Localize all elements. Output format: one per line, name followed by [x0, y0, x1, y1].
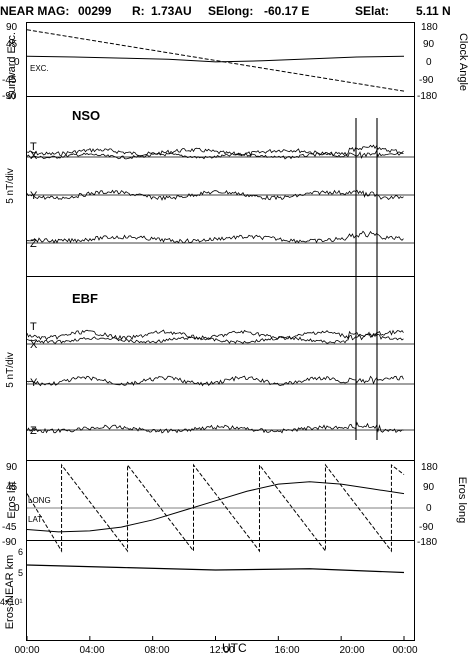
ebf-ylabel: 5 nT/div	[5, 352, 16, 388]
exc-ytick-90: 90	[6, 22, 18, 33]
exc-ytick-right-m180: -180	[417, 91, 437, 102]
ebf-trace-y	[26, 375, 404, 387]
exc-ytick-m45: -45	[2, 75, 17, 86]
eros-ytick-m45: -45	[2, 522, 17, 533]
x-tick-5: 20:00	[339, 645, 364, 656]
eros-lat-ylabel: Eros lat	[6, 481, 18, 518]
nso-traces-group	[26, 144, 404, 244]
mission-label: NEAR MAG:	[0, 4, 69, 18]
eros-long-ylabel: Eros long	[456, 477, 468, 523]
eros-ytick-right-180: 180	[421, 462, 438, 473]
panel-frame-distance	[26, 540, 415, 641]
x-tick-1: 04:00	[79, 645, 104, 656]
x-tick-3: 12:00	[209, 645, 234, 656]
ebf-trace-x	[26, 333, 404, 344]
exc-ylabel: Sunward Exc.	[6, 32, 18, 100]
eros-series-long	[26, 463, 405, 553]
exc-ytick-right-0: 0	[426, 57, 432, 68]
distance-series-0	[26, 564, 405, 574]
eros-series-lat	[26, 481, 405, 533]
nso-ylabel: 5 nT/div	[5, 168, 16, 204]
ebf-label-z: Z	[30, 425, 37, 437]
selat-value: 5.11 N	[416, 4, 451, 18]
eros-ytick-90: 90	[6, 462, 18, 473]
panel-frames	[26, 22, 415, 641]
ebf-trace-z	[26, 421, 404, 434]
eros-axis: 90 45 0 -45 -90 180 90 0 -90 -180 LONG L…	[2, 462, 468, 548]
nso-label-x: X	[30, 150, 38, 162]
baseline-group	[27, 156, 414, 509]
x-axis: 00:00 04:00 08:00 12:00 16:00 20:00 00:0…	[14, 645, 417, 656]
r-value: 1.73AU	[151, 4, 192, 18]
exc-axis: 90 45 0 -45 -90 180 90 0 -90 -180 EXC. S…	[2, 22, 469, 102]
eros-ytick-right-m90: -90	[419, 522, 434, 533]
exc-ytick-right-m90: -90	[419, 75, 434, 86]
exc-ytick-m90: -90	[2, 91, 17, 102]
x-tick-2: 08:00	[144, 645, 169, 656]
eros-series-group	[26, 463, 405, 553]
eros-ytick-45: 45	[6, 482, 18, 493]
eros-long-label: LONG	[28, 496, 51, 505]
panel-frame-eros	[26, 460, 415, 541]
eros-ytick-right-m180: -180	[417, 537, 437, 548]
x-tick-4: 16:00	[274, 645, 299, 656]
eros-ytick-right-0: 0	[426, 503, 432, 514]
exc-series-1	[26, 29, 405, 92]
dist-ytick-5: 5	[18, 568, 23, 578]
nso-label-y: Y	[30, 190, 38, 202]
distance-axis: 6 5 4x10¹ Eros-NEAR km	[0, 547, 23, 629]
nso-trace-z	[26, 230, 404, 244]
ebf-traces-group	[26, 329, 404, 434]
selat-label: SElat:	[355, 4, 389, 18]
nso-title: NSO	[72, 108, 100, 123]
x-tick-0: 00:00	[14, 645, 39, 656]
ebf-trace-t	[26, 329, 404, 341]
ebf-title: EBF	[72, 291, 98, 306]
exc-ytick-right-180: 180	[421, 22, 438, 33]
panel-frame-exc	[26, 22, 415, 97]
exc-ytick-0: 0	[14, 57, 20, 68]
exc-series-group	[26, 29, 405, 92]
nso-trace-t	[26, 144, 404, 157]
eros-ytick-right-90: 90	[423, 482, 435, 493]
day-number: 00299	[78, 4, 112, 18]
r-label: R:	[132, 4, 145, 18]
selong-label: SElong:	[208, 4, 253, 18]
exc-ytick-45: 45	[6, 39, 18, 50]
nso-label-z: Z	[30, 238, 37, 250]
ebf-labels: EBF T X Y Z 5 nT/div	[5, 291, 98, 437]
dist-ytick-6: 6	[18, 547, 23, 557]
clock-angle-label: Clock Angle	[457, 33, 469, 91]
exc-ytick-right-90: 90	[423, 39, 435, 50]
eros-lat-label: LAT	[28, 515, 42, 524]
x-tick-marks	[26, 636, 405, 640]
nso-labels: NSO T X Y Z 5 nT/div	[5, 108, 100, 250]
vertical-markers	[355, 118, 378, 440]
ebf-label-x: X	[30, 339, 38, 351]
ebf-label-t: T	[30, 321, 37, 333]
nso-trace-x	[26, 149, 404, 160]
eros-ytick-0: 0	[14, 503, 20, 514]
x-tick-6: 00:00	[392, 645, 417, 656]
nso-trace-y	[26, 189, 404, 201]
eros-ytick-m90: -90	[2, 537, 17, 548]
distance-ylabel: Eros-NEAR km	[4, 555, 16, 630]
exc-annotation: EXC.	[30, 64, 49, 73]
exc-series-0	[26, 55, 405, 63]
distance-series-group	[26, 564, 405, 574]
dist-ytick-4x10: 4x10¹	[0, 597, 23, 607]
header: NEAR MAG: 00299 R: 1.73AU SElong: -60.17…	[0, 4, 451, 18]
selong-value: -60.17 E	[264, 4, 309, 18]
ebf-label-y: Y	[30, 377, 38, 389]
nso-label-t: T	[30, 141, 37, 153]
